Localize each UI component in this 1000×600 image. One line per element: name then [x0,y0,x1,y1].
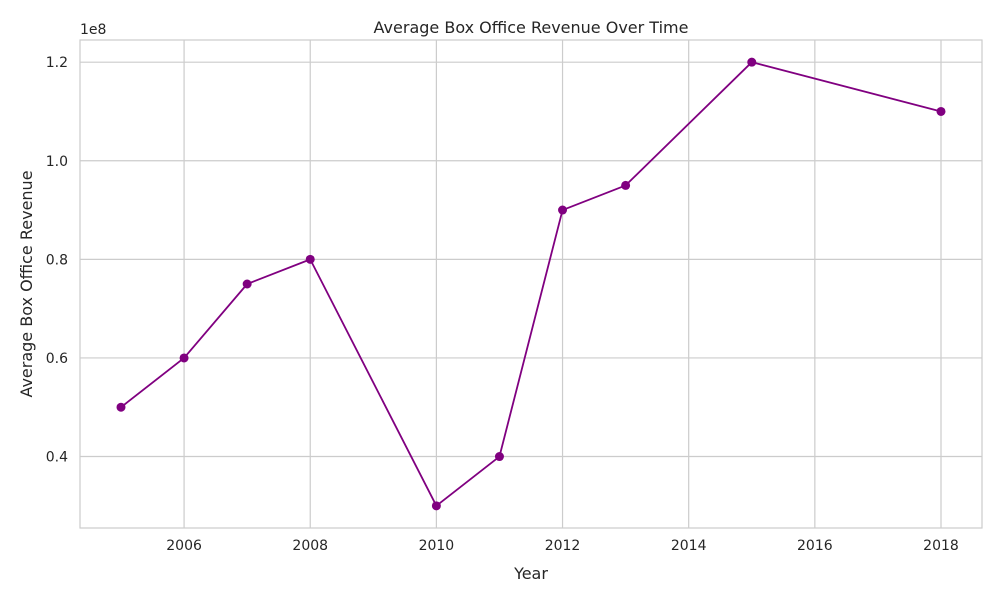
series-line [120,61,942,507]
x-tick-label: 2008 [292,538,328,554]
data-point [305,254,315,264]
data-point [621,180,631,190]
data-point [179,353,189,363]
y-tick-label: 0.6 [46,351,68,367]
data-point [116,402,126,412]
data-point [747,57,757,67]
x-axis-label: Year [513,564,548,583]
x-tick-label: 2018 [923,538,959,554]
y-axis-offset-label: 1e8 [80,22,106,38]
x-axis-ticks: 2006 2008 2010 2012 2014 2016 2018 [166,538,959,554]
y-tick-label: 1.0 [46,154,68,170]
x-tick-label: 2010 [419,538,455,554]
grid [80,40,982,528]
data-point [242,279,252,289]
data-point [431,501,441,511]
y-tick-label: 0.8 [46,252,68,268]
chart-title: Average Box Office Revenue Over Time [374,18,689,37]
plot-frame [79,39,983,529]
y-axis-label: Average Box Office Revenue [17,170,36,397]
data-point [494,452,504,462]
y-tick-label: 0.4 [46,450,68,466]
x-tick-label: 2006 [166,538,202,554]
series [116,57,946,511]
x-tick-label: 2014 [671,538,707,554]
x-tick-label: 2012 [545,538,581,554]
y-axis-ticks: 0.4 0.6 0.8 1.0 1.2 [46,55,68,465]
data-point [936,106,946,116]
x-tick-label: 2016 [797,538,833,554]
data-point [558,205,568,215]
y-tick-label: 1.2 [46,55,68,71]
